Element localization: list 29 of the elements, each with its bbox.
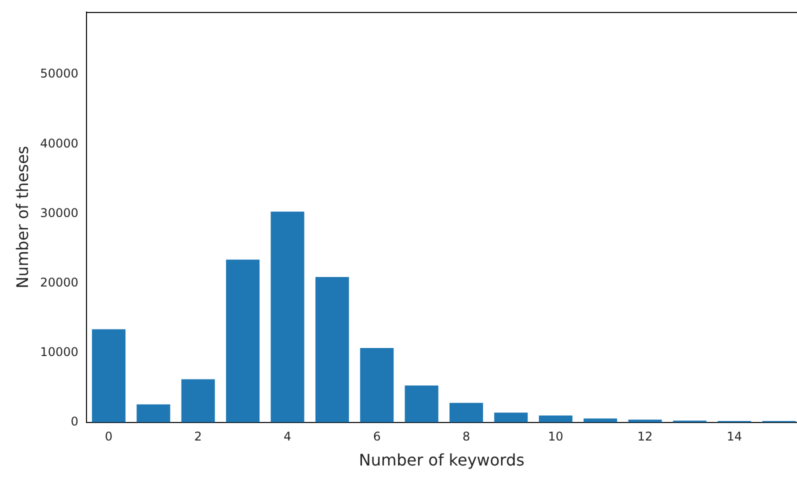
bar: [270, 212, 304, 422]
y-tick-label: 10000: [40, 344, 78, 359]
x-tick-label: 2: [194, 430, 202, 444]
bar: [181, 379, 215, 422]
bar: [584, 418, 618, 422]
bar: [315, 277, 349, 422]
bar: [450, 402, 484, 422]
x-tick-label: 14: [726, 430, 742, 444]
x-tick-label: 8: [462, 430, 470, 444]
bar: [404, 386, 438, 422]
x-axis-title: Number of keywords: [358, 450, 524, 470]
y-tick-label: 50000: [40, 66, 78, 81]
y-tick-label: 20000: [40, 275, 78, 290]
x-tick-label: 10: [548, 430, 564, 444]
x-tick-label: 12: [637, 430, 653, 444]
x-tick-label: 0: [104, 430, 113, 444]
bar: [360, 348, 394, 422]
bar: [92, 329, 126, 422]
y-axis-title: Number of theses: [12, 146, 32, 289]
bar: [494, 412, 528, 422]
bar: [226, 260, 260, 422]
bar: [628, 420, 662, 422]
x-tick-label: 4: [284, 430, 292, 444]
x-tick-label: 6: [373, 430, 381, 444]
y-tick-label: 0: [70, 414, 78, 429]
y-tick-label: 40000: [40, 136, 78, 150]
y-tick-label: 30000: [40, 206, 78, 220]
bar: [136, 404, 170, 422]
bar: [538, 415, 572, 422]
